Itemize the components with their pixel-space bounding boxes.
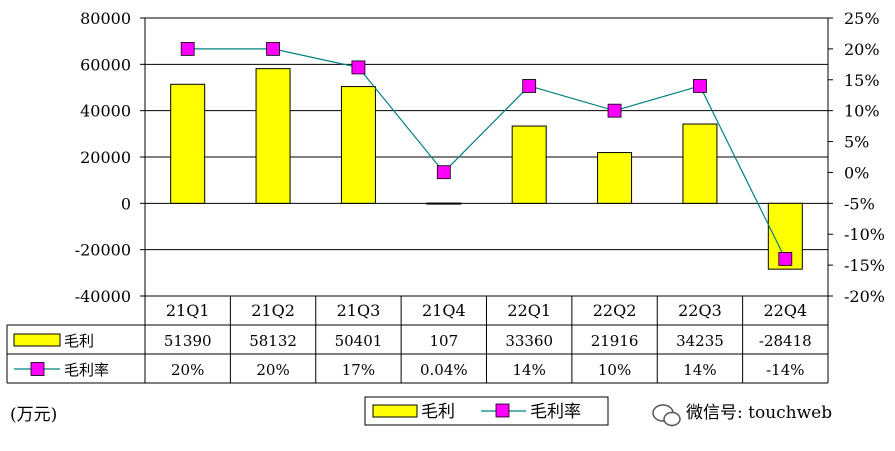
row-marker-swatch <box>30 362 45 376</box>
bar-22Q3 <box>682 123 718 204</box>
gross-margin-point-22Q4 <box>778 252 793 266</box>
right-axis-tick-label: 25% <box>844 9 880 28</box>
left-axis-tick-label: 0 <box>121 194 131 213</box>
legend-bar-swatch <box>372 404 418 418</box>
right-axis-tick-label: -10% <box>844 225 885 244</box>
wechat-icon <box>652 404 681 427</box>
cell-gross-profit-21Q2: 58132 <box>249 332 297 350</box>
right-axis-tick-label: -15% <box>844 256 885 275</box>
category-label-22Q2: 22Q2 <box>593 301 637 320</box>
right-axis-tick-label: 5% <box>844 133 869 152</box>
line-series <box>180 41 793 266</box>
cell-gross-profit-22Q3: 34235 <box>676 332 724 350</box>
right-axis-tick-label: 15% <box>844 71 880 90</box>
cell-gross-profit-21Q3: 50401 <box>335 332 383 350</box>
gross-margin-point-22Q1 <box>522 79 537 93</box>
cell-gross-profit-21Q1: 51390 <box>164 332 212 350</box>
right-axis-tick-label: -5% <box>844 194 875 213</box>
cell-gross-profit-21Q4: 107 <box>429 332 458 350</box>
category-label-21Q1: 21Q1 <box>166 301 210 320</box>
cell-gross-profit-22Q4: -28418 <box>759 332 812 350</box>
bar-21Q3 <box>340 86 376 204</box>
legend-label-gross-margin: 毛利率 <box>530 402 581 422</box>
bar-22Q1 <box>511 125 547 204</box>
gross-margin-line <box>187 48 786 260</box>
cell-gross-margin-21Q3: 17% <box>342 361 375 379</box>
gross-margin-point-21Q3 <box>351 60 366 75</box>
category-label-21Q3: 21Q3 <box>337 301 381 320</box>
gross-margin-point-22Q2 <box>607 103 622 118</box>
bar-22Q2 <box>597 152 633 204</box>
legend: 毛利 毛利率 <box>364 396 609 426</box>
gross-margin-point-21Q4 <box>436 165 451 180</box>
gridlines <box>145 63 828 251</box>
cell-gross-margin-22Q2: 10% <box>598 361 631 379</box>
category-label-22Q3: 22Q3 <box>678 301 722 320</box>
cell-gross-margin-21Q4: 0.04% <box>420 361 468 379</box>
right-axis: 25% 20% 15% 10% 5% 0% -5% -10% -15% -20% <box>828 9 885 306</box>
watermark-text: 微信号: touchweb <box>686 403 832 423</box>
legend-marker-swatch <box>495 403 510 418</box>
cell-gross-profit-22Q1: 33360 <box>505 332 553 350</box>
cell-gross-margin-22Q4: -14% <box>766 361 804 379</box>
row-bar-swatch <box>13 333 61 347</box>
left-axis-tick-label: 20000 <box>80 148 131 167</box>
row-label-gross-margin: 毛利率 <box>64 361 109 379</box>
gross-margin-point-21Q1 <box>180 41 195 56</box>
right-axis-tick-label: -20% <box>844 287 885 306</box>
right-axis-tick-label: 20% <box>844 40 880 59</box>
left-axis-tick-label: -40000 <box>75 287 131 306</box>
left-axis-tick-label: -20000 <box>75 241 131 260</box>
category-label-21Q2: 21Q2 <box>251 301 295 320</box>
gross-margin-point-22Q3 <box>693 79 707 93</box>
unit-label: (万元) <box>10 405 57 425</box>
category-label-22Q1: 22Q1 <box>507 301 551 320</box>
legend-label-gross-profit: 毛利 <box>421 402 455 422</box>
left-axis-tick-label: 40000 <box>80 102 131 121</box>
cell-gross-margin-22Q1: 14% <box>513 361 546 379</box>
row-label-gross-profit: 毛利 <box>64 332 94 350</box>
bar-21Q1 <box>170 83 206 204</box>
category-label-22Q4: 22Q4 <box>763 301 807 320</box>
left-axis-tick-label: 60000 <box>80 55 131 74</box>
watermark: 微信号: touchweb <box>652 403 832 427</box>
bar-21Q4 <box>426 202 462 205</box>
cell-gross-margin-22Q3: 14% <box>683 361 716 379</box>
bar-series <box>170 68 803 270</box>
gross-margin-point-21Q2 <box>266 41 280 56</box>
cell-gross-margin-21Q1: 20% <box>171 361 204 379</box>
left-axis: 80000 60000 40000 20000 0 -20000 -40000 <box>75 9 145 306</box>
left-axis-tick-label: 80000 <box>80 9 131 28</box>
cell-gross-profit-22Q2: 21916 <box>591 332 639 350</box>
data-table: 21Q1 21Q2 21Q3 21Q4 22Q1 22Q2 22Q3 22Q4 毛利 51390 5… <box>6 295 829 384</box>
bar-21Q2 <box>255 68 291 204</box>
right-axis-tick-label: 0% <box>844 163 869 182</box>
cell-gross-margin-21Q2: 20% <box>256 361 289 379</box>
right-axis-tick-label: 10% <box>844 102 880 121</box>
category-label-21Q4: 21Q4 <box>422 301 466 320</box>
